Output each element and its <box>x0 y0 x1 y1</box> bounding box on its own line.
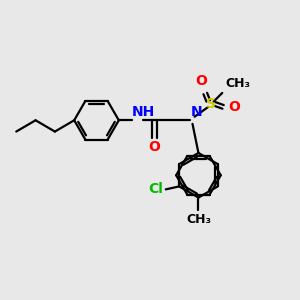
Text: O: O <box>148 140 160 154</box>
Text: N: N <box>191 105 202 119</box>
Text: S: S <box>206 97 216 111</box>
Text: O: O <box>228 100 240 114</box>
Text: CH₃: CH₃ <box>186 213 211 226</box>
Text: Cl: Cl <box>148 182 163 197</box>
Text: O: O <box>195 74 207 88</box>
Text: CH₃: CH₃ <box>225 77 250 90</box>
Text: NH: NH <box>132 105 155 119</box>
